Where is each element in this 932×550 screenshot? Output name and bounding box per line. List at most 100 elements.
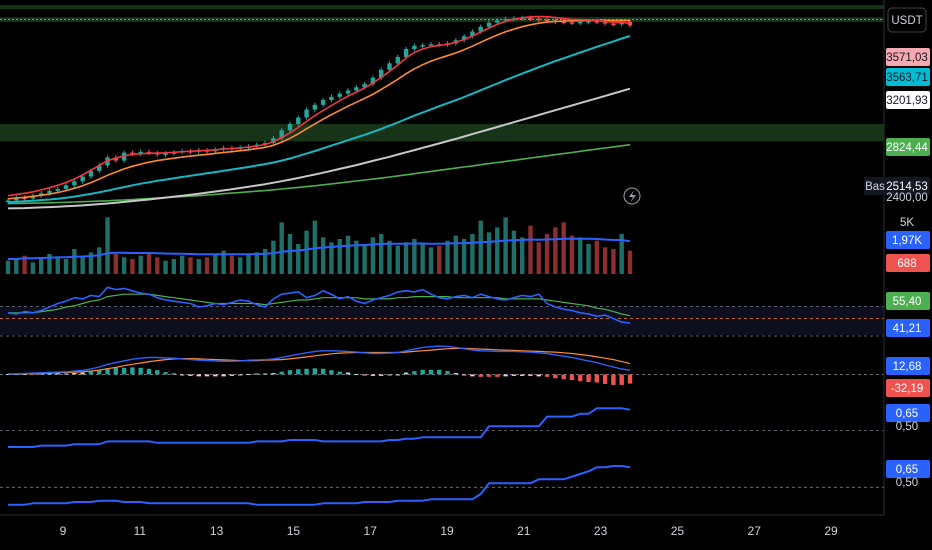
price-scale-label: 0,50 [896,421,918,433]
macd-histogram-bar [586,374,591,383]
candle-body [88,170,94,177]
macd-histogram-bar [486,374,492,377]
candle-body [80,176,85,182]
volume-ma-line [8,237,631,260]
candle-body [337,93,342,97]
macd-histogram-bar [594,374,600,383]
candle-body [304,109,309,118]
time-axis-tick: 27 [748,524,762,538]
price-scale-label: 41,21 [893,323,922,335]
price-scale-label-bg [886,68,930,86]
price-scale-label: 5K [900,217,914,229]
volume-bar [437,245,442,274]
macd-histogram-bar [412,371,417,375]
macd-histogram-bar [379,374,384,376]
candle-body [354,87,359,91]
currency-button-label: USDT [891,15,922,27]
macd-histogram-bar [395,374,400,376]
price-scale-label: 55,40 [893,296,922,308]
volume-bar [238,257,243,274]
macd-histogram-bar [561,374,566,380]
volume-bar [47,254,52,274]
volume-bar [246,254,251,274]
macd-histogram-bar [221,374,226,377]
currency-button[interactable] [887,7,927,33]
volume-bar [569,235,575,274]
time-axis-tick: 11 [134,524,147,538]
price-scale-label: 2400,00 [886,192,928,204]
macd-histogram-bar [337,371,342,375]
flash-icon[interactable] [623,187,641,205]
oscillator-1-line [8,407,631,448]
volume-bar [561,222,566,274]
candle-body [72,181,77,186]
price-scale-label-bg [886,357,930,375]
volume-bar [262,249,268,274]
candle-body [329,96,334,101]
volume-bar [586,244,591,274]
candle-body [47,190,52,194]
candle-body [403,49,409,57]
volume-bar [5,260,11,274]
macd-histogram-bar [387,374,392,376]
volume-bar [179,255,185,274]
volume-bar [428,247,434,274]
crosshair-tag-bg [864,177,886,195]
price-scale-label: 1,97K [892,235,922,247]
volume-bar [329,242,334,274]
macd-histogram-bar [519,374,525,376]
time-axis-tick: 17 [364,524,378,538]
candle-body [271,138,276,144]
price-scale-label-bg [886,254,930,272]
candle-body [544,19,550,22]
candle-body [345,90,351,94]
candle-body [495,20,500,23]
candle-body [312,104,318,110]
macd-histogram-bar [171,373,177,375]
volume-bar [88,252,94,274]
macd-histogram-bar [38,373,44,375]
macd-histogram-bar [213,374,218,377]
price-scale-label-bg [886,231,930,249]
ema-red-line [7,15,631,197]
volume-bar [320,237,326,274]
volume-bar [528,225,533,274]
volume-bar [254,252,259,274]
macd-histogram-bar [296,369,301,375]
time-axis-tick: 9 [60,524,67,538]
candle-body [586,21,591,23]
macd-histogram-bar [163,372,168,375]
macd-histogram-bar [362,374,367,376]
flash-icon-bolt [629,190,636,203]
candle-body [138,151,143,154]
candle-body [578,21,583,24]
macd-histogram-bar [287,370,293,375]
volume-bar [121,257,127,274]
volume-bar [196,259,201,274]
volume-bar [403,242,409,274]
volume-bar [304,230,309,274]
macd-histogram-bar [627,374,633,384]
macd-histogram-bar [179,374,185,376]
macd-histogram-bar [146,368,152,375]
volume-bar [105,217,110,274]
volume-bar [296,244,301,274]
price-scale-label: 12,68 [893,361,922,373]
macd-histogram-bar [403,372,409,375]
time-axis-tick: 13 [210,524,224,538]
macd-histogram-bar [262,373,268,375]
crosshair-tag: Bas [865,181,885,193]
macd-histogram-bar [345,372,351,375]
candle-body [619,21,624,25]
candle-body [296,117,301,124]
macd-histogram-bar [229,374,235,376]
price-scale-label-bg [886,48,930,66]
price-scale-label: 3201,93 [886,95,928,107]
price-scale-label: 2514,53 [886,181,928,193]
ema-gray-line [7,87,631,210]
volume-bar [279,222,284,274]
volume-bar [495,227,500,274]
macd-signal-line [8,347,631,375]
